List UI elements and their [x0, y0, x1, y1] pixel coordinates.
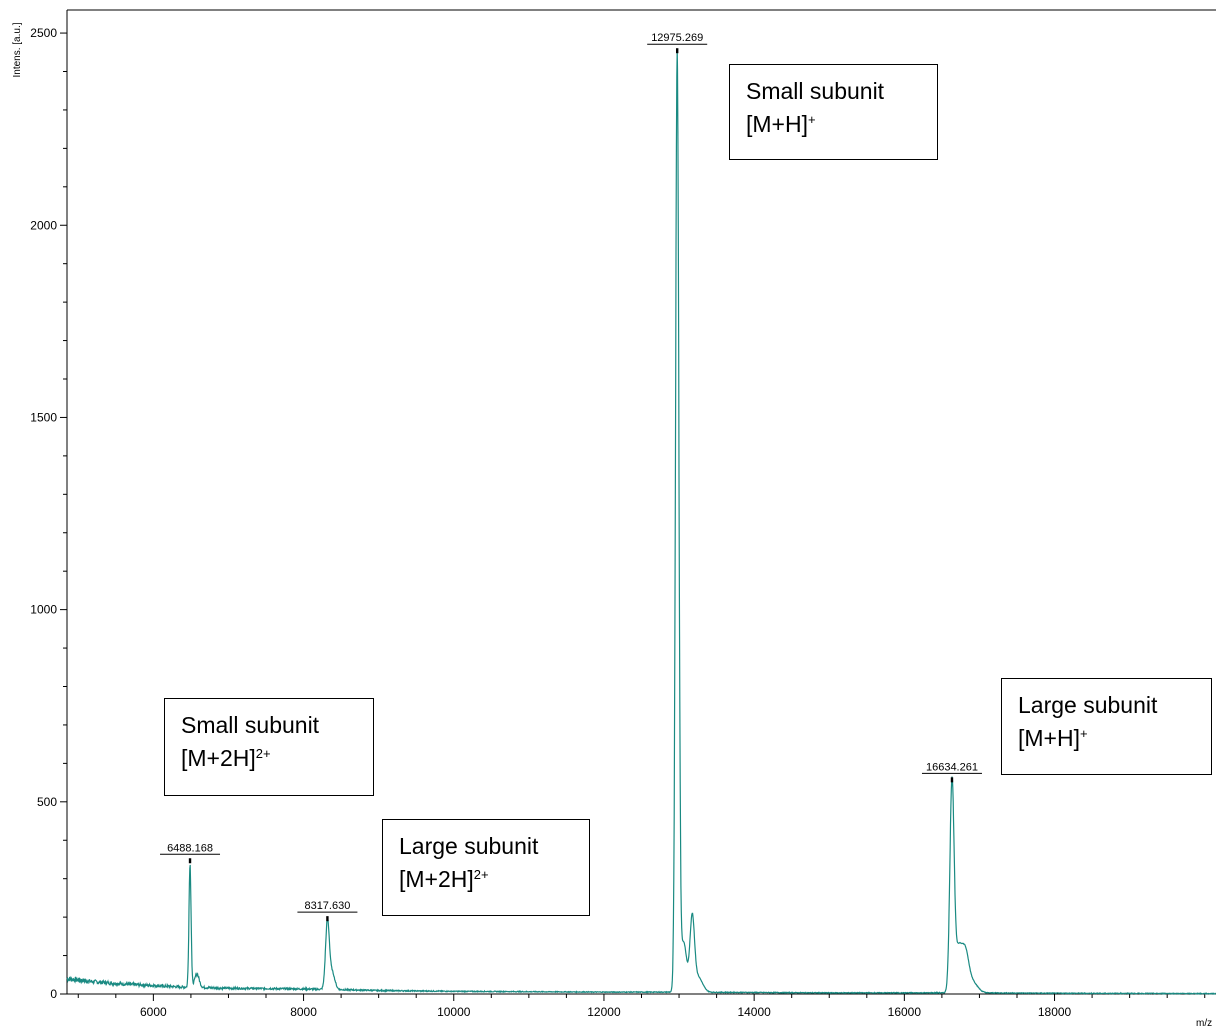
- peak-label: 16634.261: [926, 761, 978, 773]
- y-tick-label: 2500: [30, 26, 57, 40]
- x-tick-label: 8000: [290, 1005, 317, 1019]
- x-axis-title: m/z: [1196, 1018, 1212, 1029]
- y-tick-label: 1000: [30, 603, 57, 617]
- annotation-small-subunit-mh: Small subunit [M+H]+: [729, 64, 938, 160]
- annotation-small-subunit-m2h: Small subunit [M+2H]2+: [164, 698, 374, 796]
- annotation-line2: [M+H]+: [1018, 725, 1088, 752]
- x-tick-label: 10000: [437, 1005, 471, 1019]
- x-tick-label: 6000: [140, 1005, 167, 1019]
- y-tick-label: 0: [50, 987, 57, 1001]
- annotation-line2: [M+2H]2+: [181, 745, 271, 772]
- axes: 6000 8000 10000 12000 14000 16000 18000 0 500 100…: [30, 9, 1216, 1019]
- annotation-large-subunit-m2h: Large subunit [M+2H]2+: [382, 819, 590, 916]
- peak-label: 8317.630: [304, 900, 350, 912]
- annotation-line2: [M+2H]2+: [399, 866, 489, 893]
- annotation-line1: Large subunit: [1018, 692, 1158, 718]
- peak-marker: [675, 48, 679, 54]
- y-tick-label: 500: [37, 795, 57, 809]
- peak-marker: [188, 858, 192, 864]
- y-axis-title: Intens. [a.u.]: [12, 22, 23, 77]
- x-tick-label: 18000: [1038, 1005, 1072, 1019]
- peak-label: 6488.168: [167, 842, 213, 854]
- annotation-line1: Small subunit: [181, 712, 320, 738]
- x-tick-label: 12000: [587, 1005, 621, 1019]
- annotation-line1: Small subunit: [746, 78, 885, 104]
- annotation-large-subunit-mh: Large subunit [M+H]+: [1001, 678, 1212, 775]
- spectrum-line: [66, 49, 1216, 996]
- annotation-line2: [M+H]+: [746, 111, 816, 138]
- peak-labels: 6488.168 8317.630 12975.269 16634.261: [160, 32, 982, 922]
- peak-label: 12975.269: [651, 32, 703, 44]
- peak-marker: [950, 777, 954, 783]
- annotation-line1: Large subunit: [399, 833, 539, 859]
- x-tick-label: 14000: [737, 1005, 771, 1019]
- peak-marker: [326, 916, 329, 922]
- x-tick-label: 16000: [888, 1005, 922, 1019]
- spectrum-series: [66, 49, 1216, 996]
- y-tick-label: 1500: [30, 410, 57, 424]
- y-tick-label: 2000: [30, 218, 57, 232]
